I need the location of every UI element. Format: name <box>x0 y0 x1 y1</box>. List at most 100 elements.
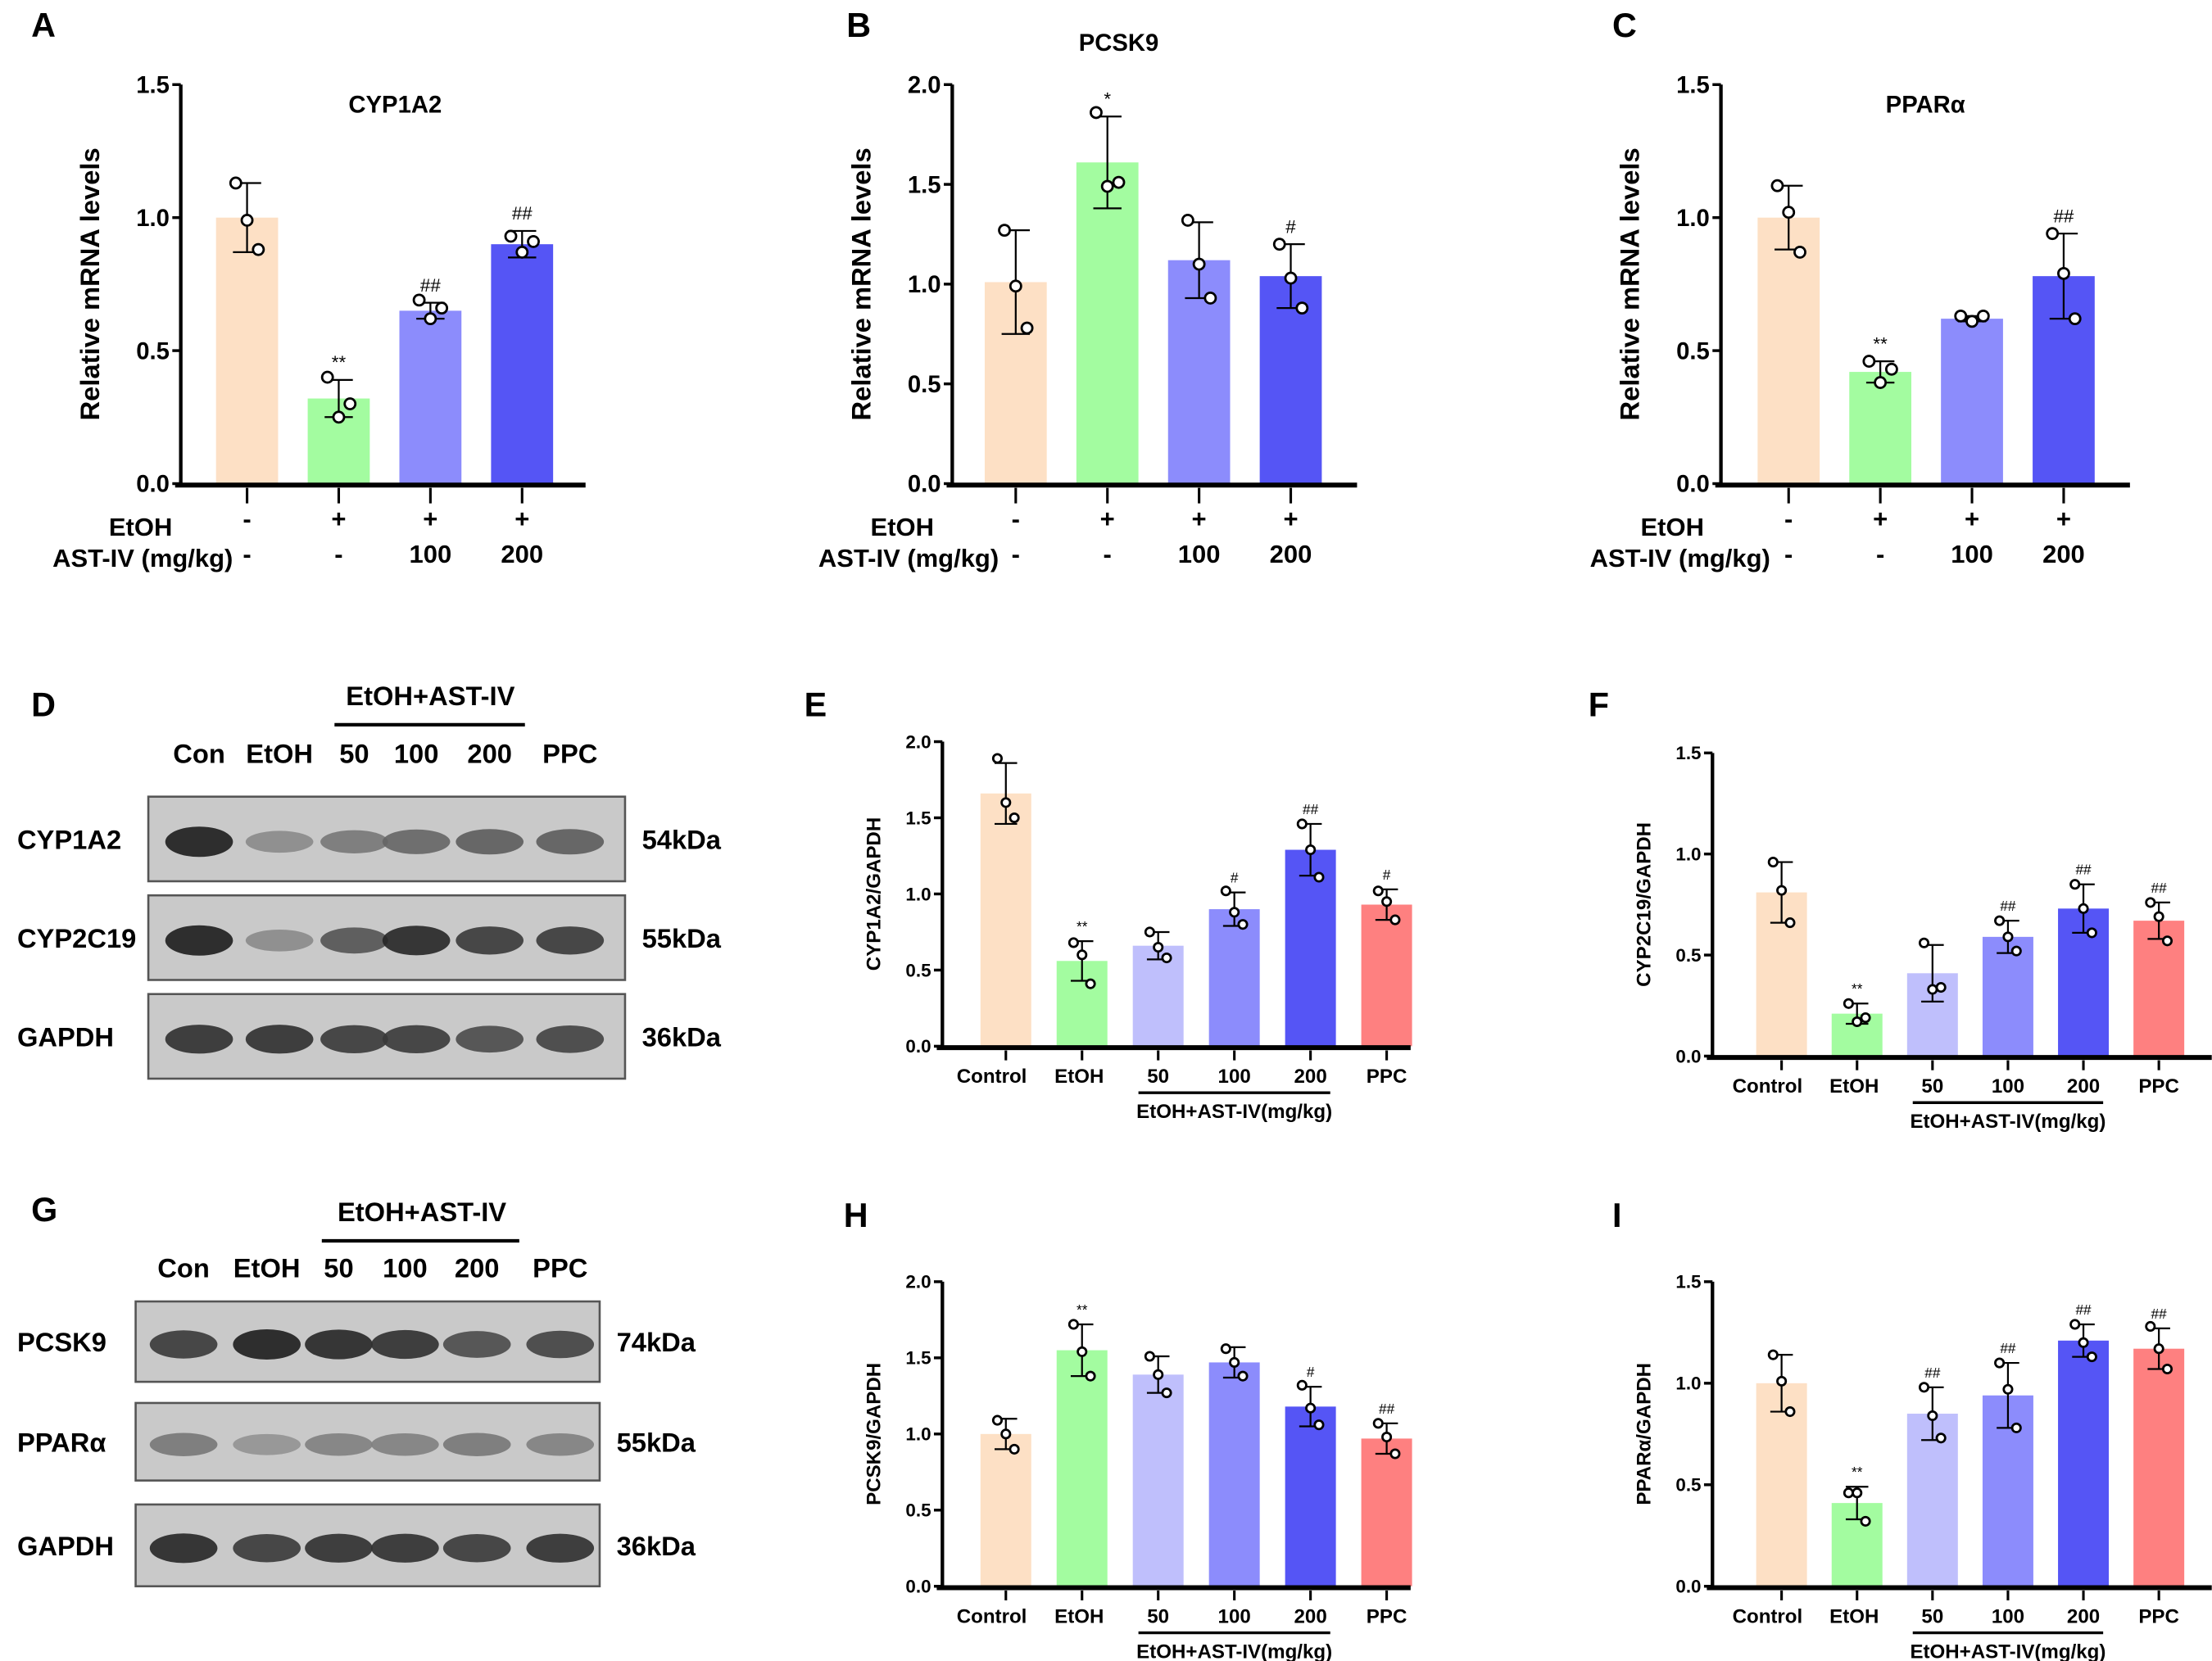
protein-band <box>536 1025 605 1053</box>
data-point <box>1770 179 1784 192</box>
bar <box>1906 1414 1958 1586</box>
group-label: EtOH+AST-IV(mg/kg) <box>1910 1641 2105 1661</box>
protein-band <box>371 1432 439 1456</box>
data-point <box>1935 1432 1947 1444</box>
x-category-label: + <box>2056 505 2071 533</box>
data-point <box>343 397 357 410</box>
data-point <box>1144 1351 1155 1362</box>
x-category-label: 100 <box>410 540 452 568</box>
x-category-label: EtOH <box>1829 1075 1879 1098</box>
molecular-weight-label: 55kDa <box>642 923 722 953</box>
molecular-weight-label: 54kDa <box>642 824 722 854</box>
molecular-weight-label: 74kDa <box>617 1327 696 1357</box>
bar <box>2058 1340 2110 1586</box>
data-point <box>1284 271 1298 285</box>
data-point <box>2010 1422 2022 1433</box>
blot-row <box>147 993 627 1080</box>
y-tick-label: 0.0 <box>905 1036 931 1057</box>
significance-marker: ** <box>1852 980 1863 997</box>
chart-panel-B: B PCSK9 Relative mRNA levels 0.0 0.5 1.0 1.5 2.… <box>818 7 1358 573</box>
data-point <box>1381 896 1393 907</box>
data-point <box>504 229 518 243</box>
data-point <box>2010 945 2022 957</box>
x-category-label: 100 <box>1992 1075 2024 1098</box>
data-point <box>527 235 540 248</box>
row-label: EtOH <box>109 513 172 541</box>
data-point <box>2161 935 2173 947</box>
bar <box>1208 1362 1260 1586</box>
significance-marker: ## <box>2151 1306 2168 1322</box>
protein-band <box>233 1433 301 1455</box>
x-category-label: 100 <box>1951 540 1993 568</box>
protein-band <box>442 1432 511 1456</box>
bar <box>2133 1348 2185 1586</box>
data-point <box>2086 1351 2097 1363</box>
data-point <box>1935 982 1947 993</box>
data-point <box>1203 292 1217 305</box>
significance-marker: ** <box>1873 333 1888 354</box>
x-category-label: + <box>423 505 437 533</box>
bar <box>980 1433 1031 1586</box>
data-point <box>424 312 437 326</box>
data-point <box>1793 245 1806 259</box>
y-tick-label: 2.0 <box>905 1272 931 1292</box>
x-category-label: + <box>1965 505 1979 533</box>
significance-marker: # <box>1383 867 1391 883</box>
row-label: AST-IV (mg/kg) <box>1590 544 1770 573</box>
data-point <box>2046 227 2060 241</box>
group-label: EtOH+AST-IV(mg/kg) <box>1910 1111 2105 1133</box>
bar <box>1285 1406 1336 1586</box>
data-point <box>1237 1370 1249 1382</box>
x-category-label: 200 <box>2067 1606 2100 1628</box>
y-tick-label: 1.0 <box>136 206 170 232</box>
protein-label: PPARα <box>17 1427 106 1457</box>
group-label: EtOH+AST-IV(mg/kg) <box>1136 1101 1332 1123</box>
data-point <box>1192 257 1206 271</box>
western-blot-panel-D: D EtOH+AST-IV Con EtOH 50 100 200 PPC CYP1A2 54kD… <box>17 681 722 1080</box>
y-tick-label: 1.0 <box>1675 844 1701 865</box>
x-category-label: - <box>243 505 251 533</box>
protein-band <box>305 1432 373 1456</box>
x-category-label: 100 <box>1178 540 1221 568</box>
significance-marker: ## <box>2151 880 2168 896</box>
x-category-label: Control <box>1733 1606 1803 1628</box>
data-point <box>1927 1410 1938 1422</box>
chart-panel-E: ECYP1A2/GAPDH0.00.51.01.52.0**####Contro… <box>805 686 1412 1123</box>
significance-marker: ## <box>512 203 533 224</box>
data-point <box>1100 179 1114 193</box>
y-tick-label: 1.0 <box>1676 206 1710 232</box>
blot-row <box>134 1503 601 1588</box>
data-point <box>1389 1448 1401 1460</box>
protein-band <box>165 925 233 956</box>
protein-band <box>245 929 314 952</box>
bar <box>491 244 554 484</box>
significance-marker: ## <box>2075 1301 2092 1318</box>
blot-row <box>147 894 627 981</box>
row-label: EtOH <box>871 513 934 541</box>
x-category-label: PPC <box>2138 1606 2179 1628</box>
data-point <box>1085 1370 1096 1382</box>
lane-label: EtOH <box>233 1253 301 1283</box>
data-point <box>1954 309 1968 323</box>
data-point <box>1020 321 1034 335</box>
y-tick-label: 1.0 <box>908 272 941 298</box>
x-category-label: - <box>1104 540 1112 568</box>
data-point <box>1144 926 1155 938</box>
lane-label: 100 <box>383 1253 428 1283</box>
y-tick-label: 0.0 <box>1675 1577 1701 1597</box>
significance-marker: # <box>1307 1364 1315 1380</box>
x-category-label: + <box>331 505 346 533</box>
data-point <box>1313 1419 1325 1431</box>
bar <box>1757 217 1820 484</box>
significance-marker: ** <box>332 352 347 373</box>
protein-band <box>165 1025 233 1054</box>
chart-panel-I: I PPARα/GAPDH 0.0 0.5 1.0 1.5 ** ## ## ## ## Contro… <box>1612 1197 2212 1661</box>
lane-label: 50 <box>324 1253 353 1283</box>
panel-letter: I <box>1612 1197 1621 1234</box>
x-category-label: Control <box>1733 1075 1803 1098</box>
significance-marker: ## <box>2000 898 2016 914</box>
protein-band <box>382 829 451 854</box>
bar <box>1941 319 2003 484</box>
protein-label: GAPDH <box>17 1531 114 1561</box>
data-point <box>1077 1346 1088 1357</box>
